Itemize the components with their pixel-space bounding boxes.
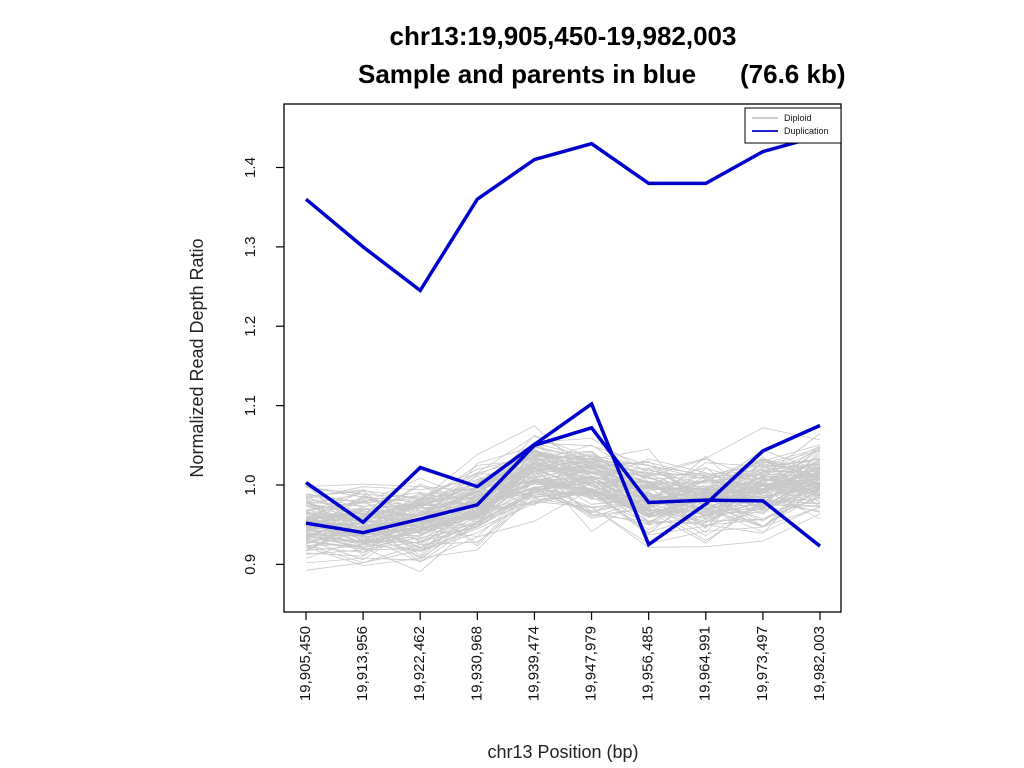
duplication-line <box>305 425 822 548</box>
legend: Diploid Duplication <box>744 107 842 144</box>
legend-label-duplication: Duplication <box>784 126 829 136</box>
x-tick-label: 19,964,991 <box>697 626 714 701</box>
diploid-line <box>305 464 821 522</box>
x-tick-label: 19,913,956 <box>354 626 371 701</box>
diploid-line <box>305 427 821 492</box>
diploid-line <box>305 449 821 549</box>
diploid-line <box>305 476 821 557</box>
diploid-line <box>305 450 821 503</box>
y-tick-label: 1.4 <box>242 157 259 178</box>
chart-subtitle-size: (76.6 kb) <box>740 59 846 89</box>
diploid-line <box>305 488 821 564</box>
x-tick-label: 19,982,003 <box>811 626 828 701</box>
diploid-line <box>305 468 821 555</box>
chart-subtitle: Sample and parents in blue <box>358 59 696 89</box>
diploid-line <box>305 486 821 546</box>
y-tick-label: 1.0 <box>242 475 259 496</box>
x-tick-label: 19,956,485 <box>640 626 657 701</box>
x-tick-label: 19,973,497 <box>754 626 771 701</box>
x-tick-label: 19,947,979 <box>583 626 600 701</box>
diploid-line <box>305 425 821 535</box>
legend-label-diploid: Diploid <box>784 113 812 123</box>
y-tick-label: 1.1 <box>242 395 259 416</box>
diploid-line <box>305 449 821 504</box>
x-tick-label: 19,930,968 <box>468 626 485 701</box>
duplication-line <box>304 134 821 294</box>
diploid-line <box>305 501 821 564</box>
y-tick-label: 1.3 <box>242 236 259 257</box>
y-axis: 0.9 1.0 1.1 1.2 1.3 1.4 <box>242 157 284 575</box>
diploid-line <box>305 481 821 571</box>
x-tick-label: 19,939,474 <box>525 626 542 701</box>
diploid-line <box>305 442 821 512</box>
y-tick-label: 1.2 <box>242 316 259 337</box>
legend-box <box>744 107 842 144</box>
x-axis: 19,905,450 19,913,956 19,922,462 19,930,968… <box>297 612 828 701</box>
chart-title: chr13:19,905,450-19,982,003 <box>390 21 737 51</box>
y-axis-label: Normalized Read Depth Ratio <box>187 238 207 477</box>
x-tick-label: 19,905,450 <box>297 626 314 701</box>
diploid-lines <box>305 425 821 573</box>
x-axis-label: chr13 Position (bp) <box>487 742 638 762</box>
y-tick-label: 0.9 <box>242 554 259 575</box>
diploid-line <box>305 477 821 551</box>
plot-border <box>283 103 842 613</box>
duplication-line <box>305 401 821 548</box>
diploid-line <box>305 442 821 521</box>
diploid-line <box>305 465 821 542</box>
duplication-lines <box>304 134 822 548</box>
x-tick-label: 19,922,462 <box>411 626 428 701</box>
diploid-line <box>305 455 821 545</box>
diploid-line <box>305 461 821 534</box>
